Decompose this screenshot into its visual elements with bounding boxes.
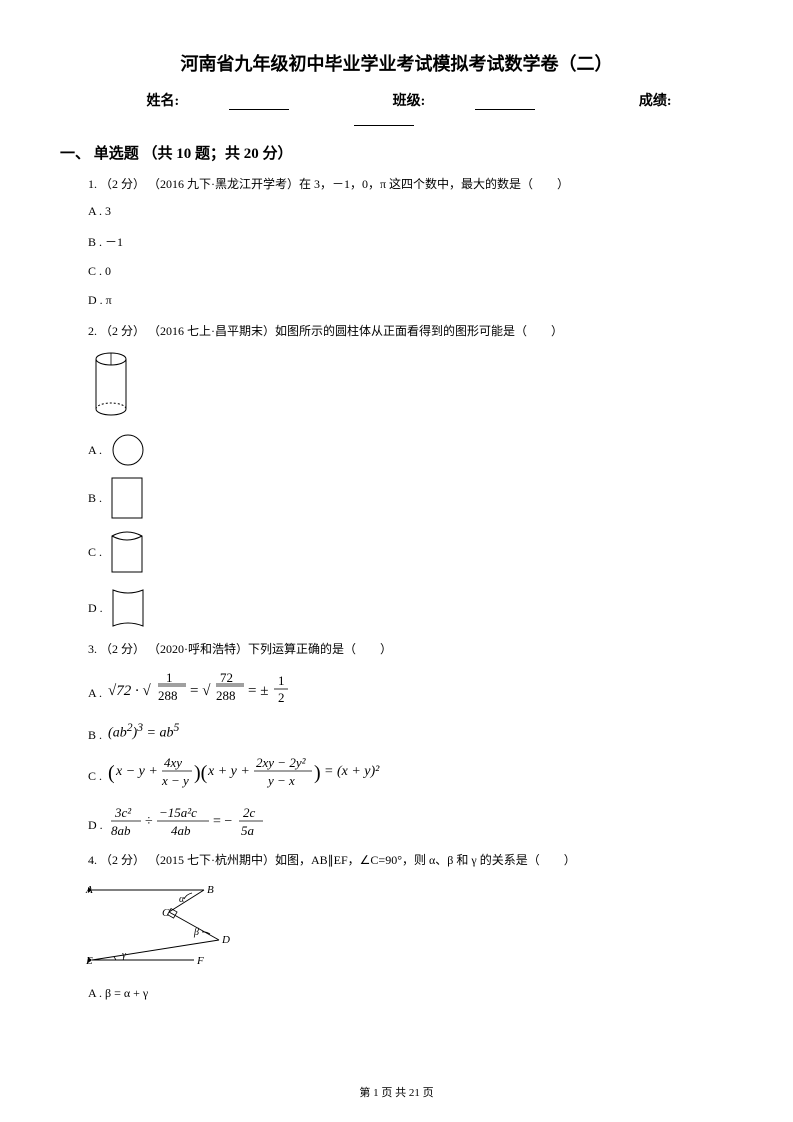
svg-text:)(: )( — [194, 762, 208, 784]
question-4: 4. （2 分） （2015 七下·杭州期中）如图，AB∥EF，∠C=90°，则… — [88, 851, 733, 870]
svg-text:288: 288 — [158, 688, 178, 703]
curved-rect-both-icon — [111, 584, 145, 632]
svg-text:x − y +: x − y + — [115, 764, 158, 779]
q3-option-c: C . ( x − y + 4xy x − y )( x + y + 2xy −… — [88, 753, 733, 793]
formula-d: 3c² 8ab ÷ −15a²c 4ab = − 2c 5a — [109, 803, 329, 841]
q1-option-c: C . 0 — [88, 264, 733, 279]
svg-text:4xy: 4xy — [164, 755, 182, 770]
formula-b: (ab2)3 = ab5 — [108, 721, 179, 742]
svg-text:2c: 2c — [243, 805, 256, 820]
svg-text:√72 · √: √72 · √ — [108, 683, 151, 699]
q4-option-a: A . β = α + γ — [88, 986, 733, 1001]
svg-text:B: B — [207, 884, 214, 896]
svg-text:α: α — [179, 894, 185, 905]
svg-text:3c²: 3c² — [114, 805, 132, 820]
question-1: 1. （2 分） （2016 九下·黑龙江开学考）在 3，－1，0，π 这四个数… — [88, 175, 733, 194]
svg-text:5a: 5a — [241, 823, 255, 838]
q2-option-b: B . — [88, 476, 733, 520]
svg-text:= ±: = ± — [248, 683, 268, 699]
svg-text:= −: = − — [213, 814, 232, 829]
q1-option-d: D . π — [88, 293, 733, 308]
svg-text:x − y: x − y — [161, 773, 189, 788]
svg-text:= (x + y)²: = (x + y)² — [324, 764, 380, 779]
svg-text:2xy − 2y²: 2xy − 2y² — [256, 755, 307, 770]
formula-c: ( x − y + 4xy x − y )( x + y + 2xy − 2y²… — [108, 753, 418, 793]
rectangle-icon — [110, 476, 144, 520]
q2-option-a: A . — [88, 432, 733, 468]
svg-text:x + y +: x + y + — [207, 764, 250, 779]
class-label: 班级: — [368, 94, 561, 109]
svg-text:72: 72 — [220, 670, 233, 685]
svg-text:8ab: 8ab — [111, 823, 131, 838]
section-heading: 一、 单选题 （共 10 题；共 20 分） — [60, 142, 733, 163]
geometry-diagram: A B C α D β E F γ — [84, 880, 733, 980]
svg-text:D: D — [221, 934, 230, 946]
svg-text:F: F — [196, 955, 204, 967]
svg-text:(: ( — [108, 762, 115, 784]
svg-text:): ) — [314, 762, 321, 784]
svg-text:y − x: y − x — [266, 773, 295, 788]
svg-text:γ: γ — [122, 950, 127, 961]
q3-option-b: B . (ab2)3 = ab5 — [88, 720, 733, 743]
q3-option-a: A . √72 · √ 1 288 = √ 72 288 = ± 1 2 — [88, 670, 733, 710]
svg-text:÷: ÷ — [145, 814, 153, 829]
page-title: 河南省九年级初中毕业学业考试模拟考试数学卷（二） — [60, 50, 733, 76]
svg-text:1: 1 — [278, 673, 285, 688]
svg-text:= √: = √ — [190, 683, 211, 699]
svg-text:1: 1 — [166, 670, 173, 685]
formula-a: √72 · √ 1 288 = √ 72 288 = ± 1 2 — [108, 670, 318, 710]
svg-text:2: 2 — [278, 690, 285, 705]
svg-text:288: 288 — [216, 688, 236, 703]
page-footer: 第 1 页 共 21 页 — [0, 1084, 793, 1100]
q1-option-b: B . －1 — [88, 233, 733, 250]
name-label: 姓名: — [121, 94, 314, 109]
q2-option-c: C . — [88, 528, 733, 576]
circle-icon — [110, 432, 146, 468]
q1-option-a: A . 3 — [88, 204, 733, 219]
cylinder-diagram — [92, 351, 733, 424]
question-3: 3. （2 分） （2020·呼和浩特）下列运算正确的是（ ） — [88, 640, 733, 659]
curved-rect-top-icon — [110, 528, 144, 576]
svg-text:4ab: 4ab — [171, 823, 191, 838]
svg-text:β: β — [193, 927, 199, 938]
question-2: 2. （2 分） （2016 七上·昌平期末）如图所示的圆柱体从正面看得到的图形… — [88, 322, 733, 341]
q2-option-d: D . — [88, 584, 733, 632]
svg-text:−15a²c: −15a²c — [159, 805, 197, 820]
q3-option-d: D . 3c² 8ab ÷ −15a²c 4ab = − 2c 5a — [88, 803, 733, 841]
student-info-row: 姓名: 班级: 成绩: — [60, 90, 733, 126]
